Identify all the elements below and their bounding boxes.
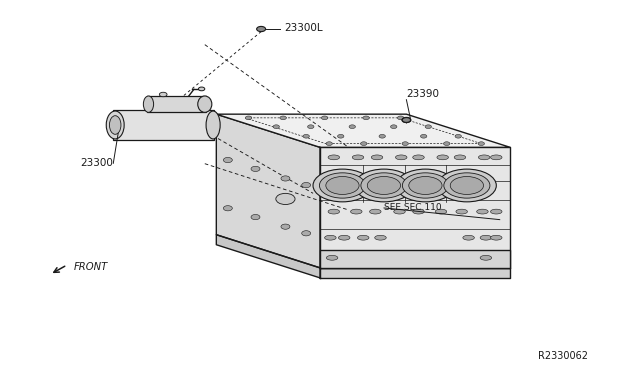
Ellipse shape <box>313 169 372 202</box>
Ellipse shape <box>396 155 407 160</box>
Circle shape <box>478 142 484 145</box>
Polygon shape <box>216 235 320 278</box>
Ellipse shape <box>361 173 407 198</box>
Ellipse shape <box>480 255 492 260</box>
Ellipse shape <box>435 209 447 214</box>
Ellipse shape <box>437 155 449 160</box>
Polygon shape <box>216 114 320 268</box>
Ellipse shape <box>352 155 364 160</box>
Text: FRONT: FRONT <box>74 262 108 272</box>
Circle shape <box>397 116 404 120</box>
Circle shape <box>303 134 309 138</box>
Circle shape <box>301 231 310 236</box>
Ellipse shape <box>369 209 381 214</box>
Ellipse shape <box>355 169 413 202</box>
Ellipse shape <box>326 177 359 195</box>
Circle shape <box>301 183 310 188</box>
Ellipse shape <box>351 209 362 214</box>
Text: 23300L: 23300L <box>284 22 323 32</box>
Text: R2330062: R2330062 <box>538 351 588 361</box>
Ellipse shape <box>394 209 405 214</box>
Ellipse shape <box>367 177 401 195</box>
Circle shape <box>251 215 260 220</box>
Circle shape <box>280 116 286 120</box>
Ellipse shape <box>106 111 124 139</box>
Ellipse shape <box>490 155 502 160</box>
Circle shape <box>337 134 344 138</box>
Text: 23390: 23390 <box>406 89 440 99</box>
Ellipse shape <box>490 235 502 240</box>
Ellipse shape <box>403 173 449 198</box>
Circle shape <box>281 224 290 229</box>
Ellipse shape <box>206 111 220 139</box>
Polygon shape <box>216 114 510 147</box>
Circle shape <box>390 125 397 129</box>
Circle shape <box>281 176 290 181</box>
Ellipse shape <box>479 155 490 160</box>
Ellipse shape <box>328 155 340 160</box>
Polygon shape <box>147 96 206 112</box>
Ellipse shape <box>328 209 340 214</box>
Ellipse shape <box>409 177 442 195</box>
Polygon shape <box>113 110 214 140</box>
Polygon shape <box>320 268 510 278</box>
Circle shape <box>402 118 411 123</box>
Ellipse shape <box>413 209 424 214</box>
Circle shape <box>360 142 367 145</box>
Ellipse shape <box>375 235 387 240</box>
Circle shape <box>251 166 260 171</box>
Ellipse shape <box>143 96 154 112</box>
Circle shape <box>402 142 408 145</box>
Circle shape <box>273 125 280 129</box>
Ellipse shape <box>326 255 338 260</box>
Circle shape <box>159 92 167 97</box>
Ellipse shape <box>402 118 411 122</box>
Text: 23300: 23300 <box>80 157 113 167</box>
Circle shape <box>223 206 232 211</box>
Ellipse shape <box>319 173 365 198</box>
Circle shape <box>425 125 431 129</box>
Ellipse shape <box>456 209 467 214</box>
Circle shape <box>198 87 205 91</box>
Ellipse shape <box>438 169 497 202</box>
Circle shape <box>321 116 328 120</box>
Circle shape <box>420 134 427 138</box>
Circle shape <box>379 134 385 138</box>
Ellipse shape <box>357 235 369 240</box>
Ellipse shape <box>477 209 488 214</box>
Text: SEE SEC.110: SEE SEC.110 <box>384 203 442 212</box>
Ellipse shape <box>257 26 266 32</box>
Polygon shape <box>320 147 510 268</box>
Circle shape <box>276 193 295 205</box>
Circle shape <box>349 125 355 129</box>
Ellipse shape <box>463 235 474 240</box>
Ellipse shape <box>480 235 492 240</box>
Circle shape <box>363 116 369 120</box>
Circle shape <box>308 125 314 129</box>
Circle shape <box>455 134 461 138</box>
Ellipse shape <box>109 116 121 134</box>
Circle shape <box>444 142 450 145</box>
Ellipse shape <box>413 155 424 160</box>
Ellipse shape <box>371 155 383 160</box>
Ellipse shape <box>324 235 336 240</box>
Circle shape <box>223 157 232 163</box>
Circle shape <box>326 142 332 145</box>
Ellipse shape <box>339 235 350 240</box>
Ellipse shape <box>396 169 455 202</box>
Polygon shape <box>320 250 510 268</box>
Ellipse shape <box>198 96 212 112</box>
Ellipse shape <box>454 155 466 160</box>
Ellipse shape <box>451 177 484 195</box>
Circle shape <box>245 116 252 120</box>
Ellipse shape <box>490 209 502 214</box>
Ellipse shape <box>444 173 490 198</box>
